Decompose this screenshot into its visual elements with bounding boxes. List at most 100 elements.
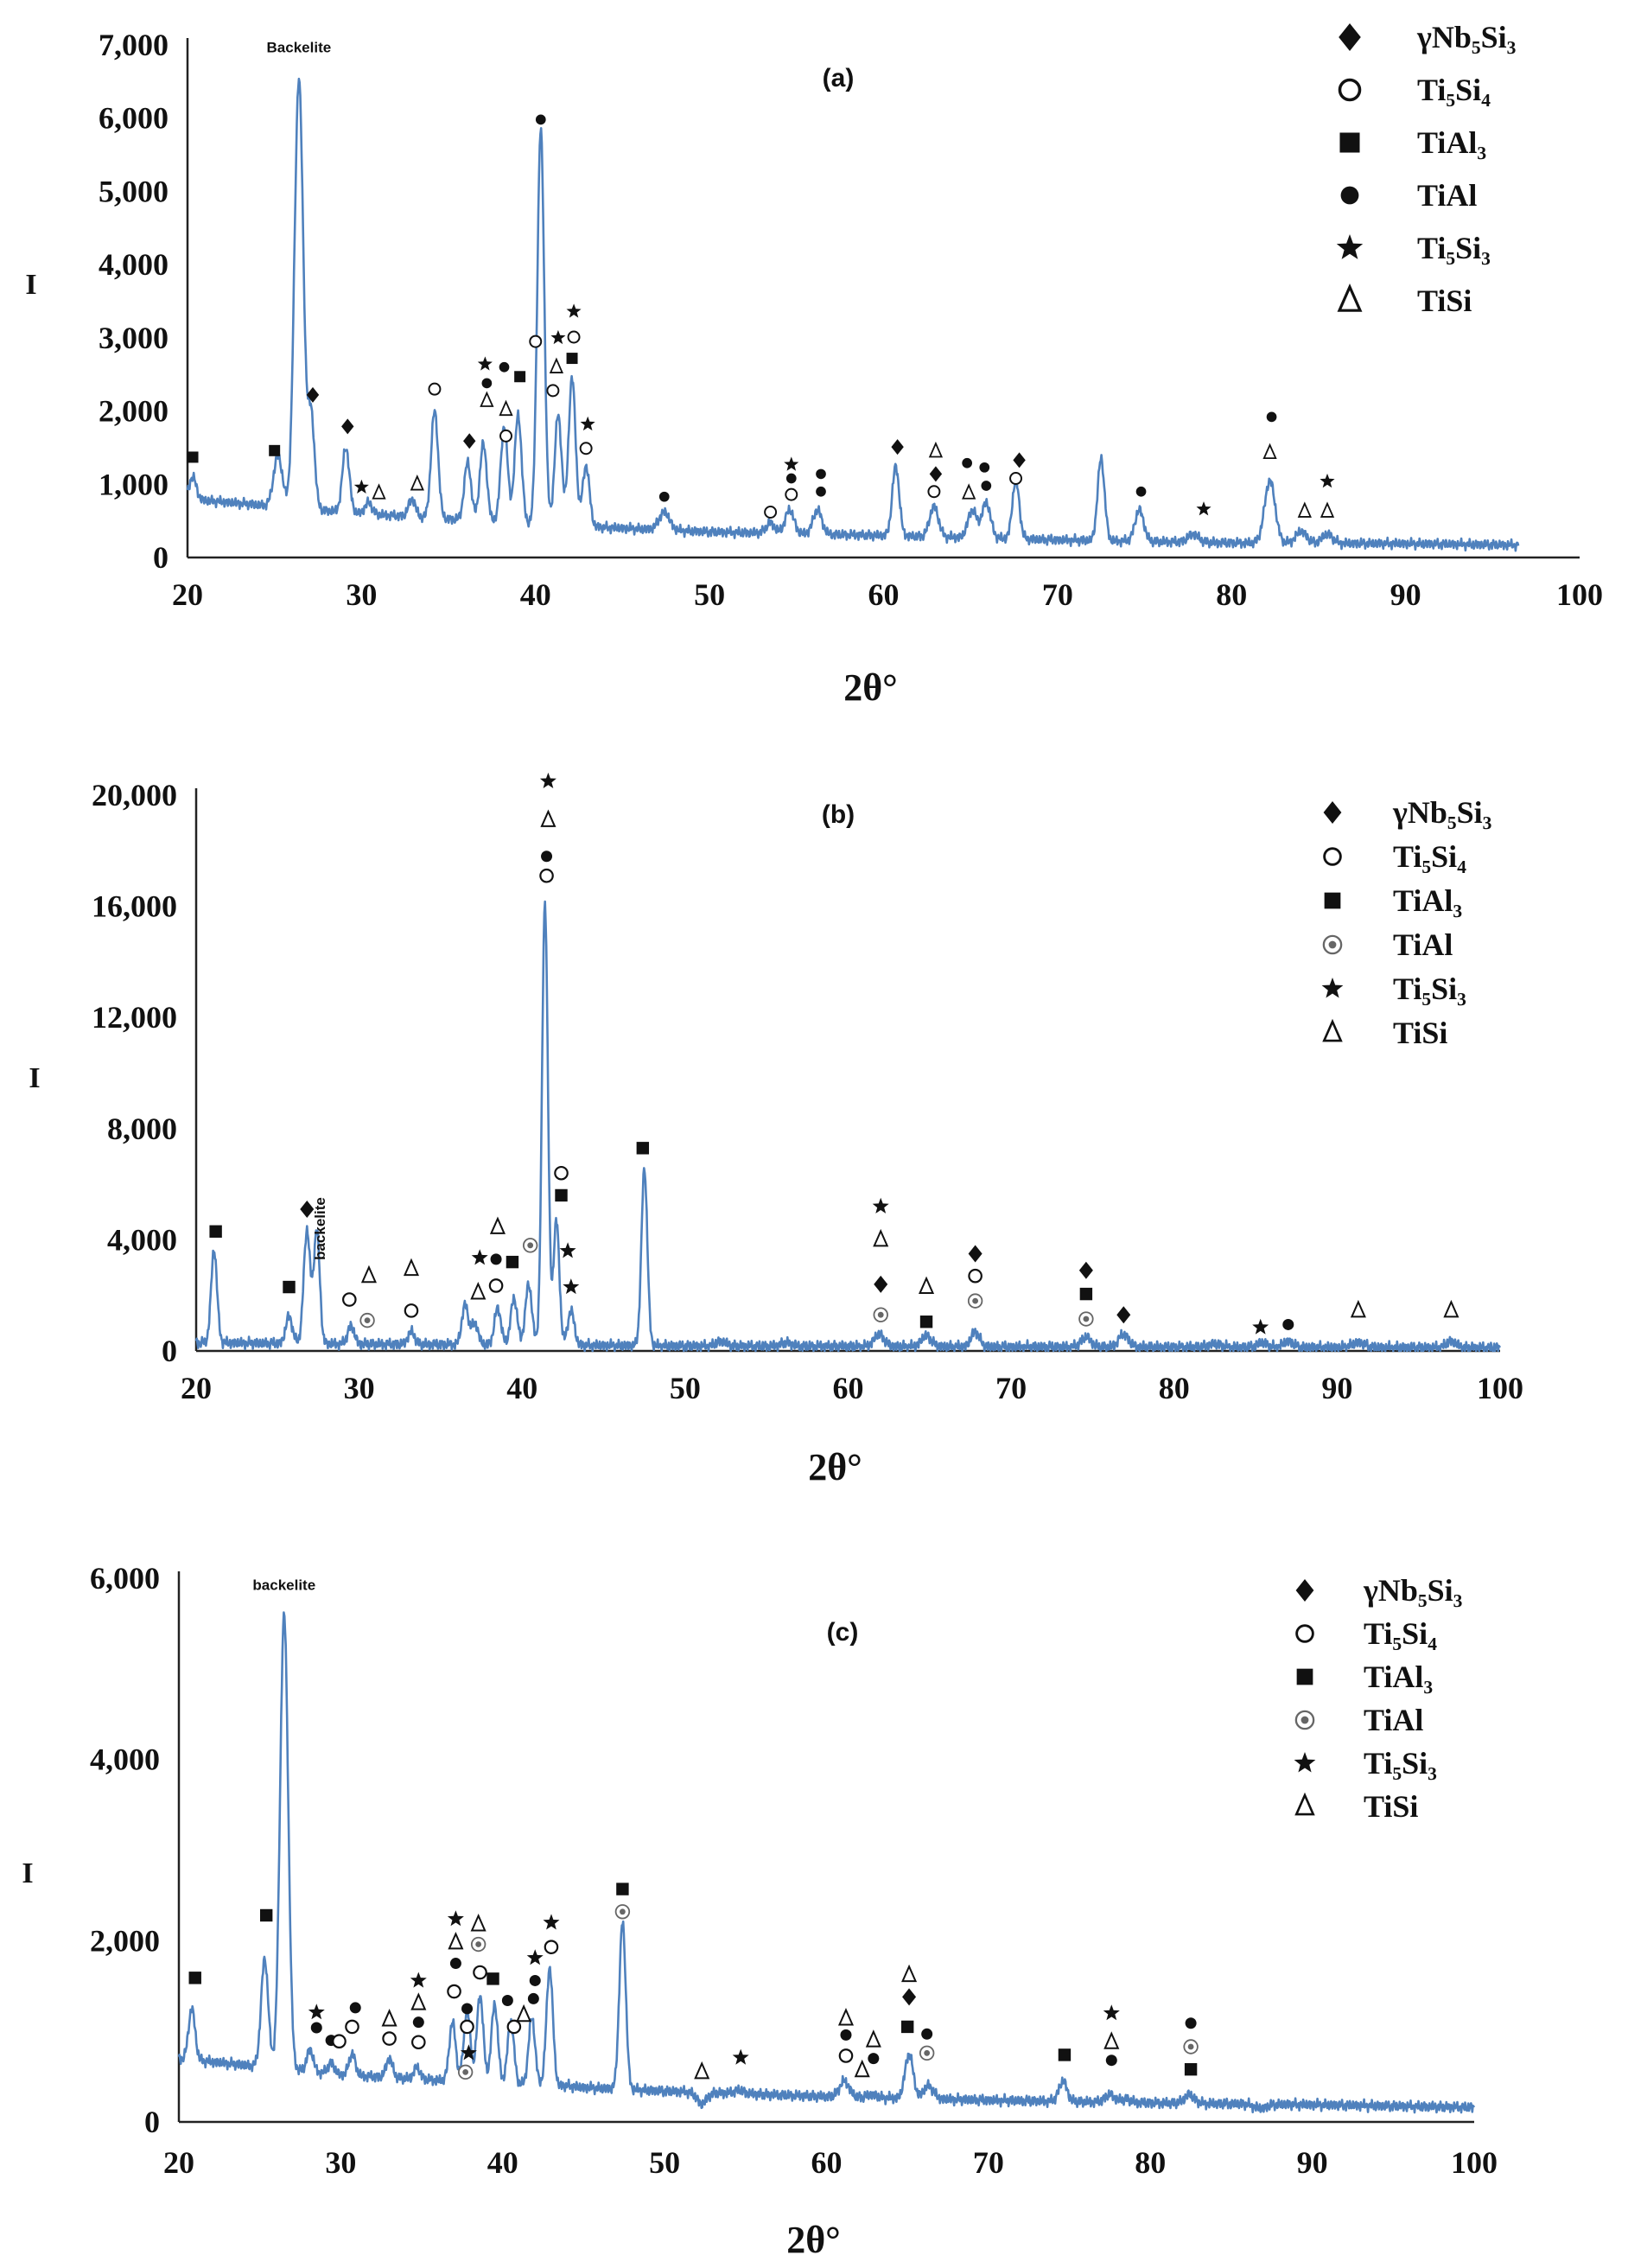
legend-symbol-diamond bbox=[1295, 1579, 1314, 1602]
peak-marker-ocircle bbox=[499, 429, 512, 443]
peak-marker-dot bbox=[816, 486, 826, 497]
y-tick-label: 3,000 bbox=[99, 321, 169, 355]
peak-marker-star bbox=[563, 1278, 580, 1295]
peak-marker-diamond bbox=[874, 1275, 888, 1293]
x-tick-label: 70 bbox=[973, 2145, 1004, 2180]
legend-symbol-ocircle bbox=[1338, 78, 1362, 102]
legend-label: Ti₅Si₃ bbox=[1393, 972, 1466, 1006]
legend-symbol-square bbox=[1296, 1668, 1313, 1685]
peak-marker-triangle bbox=[410, 475, 424, 491]
peak-marker-ocircle bbox=[332, 2034, 347, 2048]
peak-marker-dot bbox=[541, 850, 553, 863]
x-tick-label: 60 bbox=[811, 2145, 843, 2180]
peak-marker-dcircle bbox=[359, 1312, 375, 1328]
peak-marker-dot bbox=[816, 468, 826, 480]
legend-label: Ti₅Si₄ bbox=[1364, 1616, 1437, 1651]
legend-symbol-dcircle bbox=[1322, 934, 1343, 955]
peak-marker-ocircle bbox=[927, 485, 941, 499]
x-tick-label: 50 bbox=[694, 577, 725, 612]
x-tick-label: 80 bbox=[1135, 2145, 1166, 2180]
panel-label: (a) bbox=[823, 64, 855, 92]
y-tick-label: 0 bbox=[153, 540, 169, 575]
x-tick-label: 100 bbox=[1451, 2145, 1498, 2180]
peak-marker-star bbox=[1252, 1318, 1269, 1335]
peak-marker-ocircle bbox=[579, 442, 593, 456]
legend-symbol-dot bbox=[1340, 186, 1359, 205]
y-tick-label: 8,000 bbox=[107, 1112, 177, 1146]
x-axis-label: 2θ° bbox=[808, 1446, 862, 1488]
peak-marker-dot bbox=[785, 473, 797, 484]
peak-marker-square bbox=[283, 1280, 296, 1294]
y-axis-label: I bbox=[22, 1857, 33, 1889]
x-tick-label: 40 bbox=[520, 577, 551, 612]
peak-marker-star bbox=[447, 1910, 464, 1927]
peak-marker-square bbox=[616, 1883, 629, 1895]
peak-marker-star bbox=[559, 1242, 576, 1258]
x-tick-label: 50 bbox=[670, 1371, 701, 1405]
x-tick-label: 30 bbox=[325, 2145, 356, 2180]
peak-marker-diamond bbox=[1116, 1306, 1131, 1324]
peak-marker-square bbox=[636, 1142, 650, 1155]
x-tick-label: 40 bbox=[506, 1371, 537, 1405]
peak-marker-star bbox=[477, 356, 493, 371]
peak-marker-square bbox=[1184, 2062, 1198, 2076]
x-tick-label: 40 bbox=[487, 2145, 518, 2180]
peak-marker-square bbox=[269, 444, 281, 456]
peak-marker-triangle bbox=[372, 483, 386, 500]
peak-marker-triangle bbox=[448, 1931, 464, 1950]
peak-marker-ocircle bbox=[1009, 472, 1023, 485]
legend-symbol-square bbox=[1339, 132, 1360, 153]
peak-marker-dot bbox=[1185, 2017, 1197, 2029]
peak-marker-ocircle bbox=[404, 1303, 419, 1318]
peak-marker-star bbox=[410, 1972, 427, 1988]
peak-marker-star bbox=[1196, 501, 1211, 516]
peak-marker-star bbox=[543, 1914, 560, 1930]
peak-marker-square bbox=[1058, 2048, 1072, 2061]
x-tick-label: 70 bbox=[995, 1371, 1027, 1405]
peak-marker-diamond bbox=[968, 1245, 983, 1263]
peak-marker-dcircle bbox=[1078, 1311, 1094, 1327]
peak-marker-ocircle bbox=[342, 1292, 357, 1307]
peak-marker-dcircle bbox=[967, 1293, 983, 1309]
peak-marker-ocircle bbox=[447, 1984, 461, 1999]
peak-marker-diamond bbox=[341, 418, 354, 435]
legend-label: γNb₅Si₃ bbox=[1363, 1573, 1463, 1608]
panel-label: (c) bbox=[827, 1618, 859, 1647]
peak-marker-dcircle bbox=[457, 2064, 474, 2080]
x-tick-label: 30 bbox=[346, 577, 377, 612]
peak-marker-ocircle bbox=[506, 2019, 522, 2035]
peak-marker-dot bbox=[1105, 2055, 1117, 2067]
peak-marker-square bbox=[209, 1225, 222, 1238]
peak-marker-triangle bbox=[403, 1258, 420, 1277]
peak-marker-triangle bbox=[901, 1964, 918, 1983]
peak-marker-triangle bbox=[1320, 501, 1335, 518]
legend-label: Ti₅Si₃ bbox=[1364, 1746, 1437, 1781]
x-tick-label: 50 bbox=[649, 2145, 680, 2180]
peak-marker-triangle bbox=[837, 2008, 855, 2026]
peak-marker-dcircle bbox=[470, 1936, 486, 1953]
peak-marker-dot bbox=[461, 2003, 474, 2015]
peak-marker-star bbox=[784, 456, 799, 471]
peak-marker-ocircle bbox=[460, 2019, 474, 2035]
y-tick-label: 0 bbox=[162, 1334, 177, 1368]
peak-marker-triangle bbox=[489, 1216, 506, 1234]
peak-marker-dcircle bbox=[873, 1307, 888, 1322]
x-tick-label: 60 bbox=[868, 577, 900, 612]
panel-label: (b) bbox=[822, 800, 855, 829]
y-tick-label: 4,000 bbox=[99, 247, 169, 282]
x-axis-label: 2θ° bbox=[843, 666, 898, 709]
peak-marker-dot bbox=[1282, 1318, 1294, 1330]
peak-marker-triangle bbox=[410, 1992, 427, 2010]
peak-marker-triangle bbox=[873, 1228, 889, 1247]
legend-symbol-star bbox=[1321, 978, 1344, 998]
peak-marker-star bbox=[539, 772, 556, 788]
peak-marker-dcircle bbox=[522, 1238, 538, 1253]
peak-marker-dot bbox=[501, 1995, 513, 2007]
peak-marker-dot bbox=[868, 2053, 880, 2065]
peak-marker-ocircle bbox=[838, 2048, 854, 2063]
peak-marker-ocircle bbox=[473, 1965, 487, 1980]
x-tick-label: 20 bbox=[181, 1371, 212, 1405]
peak-marker-dot bbox=[840, 2029, 852, 2041]
peak-marker-triangle bbox=[919, 1276, 935, 1295]
